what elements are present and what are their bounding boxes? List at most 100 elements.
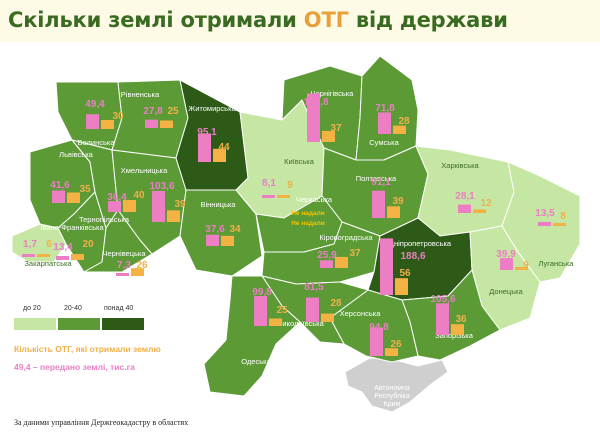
otg-bar-21 bbox=[321, 313, 334, 322]
area-value-poltavska-main: 91,1 bbox=[371, 177, 391, 188]
otg-value-sumska: 28 bbox=[398, 116, 410, 127]
region-names: Волинська Рівненська Житомирська Чернігі… bbox=[24, 89, 574, 366]
otg-bar-6 bbox=[473, 209, 486, 213]
area-value-zaporizka: 105,6 bbox=[430, 294, 455, 305]
area-bar-7 bbox=[538, 221, 551, 226]
legend-label-low: до 20 bbox=[23, 305, 41, 312]
legend-area-label: 49,4 – передано землі, тис.га bbox=[14, 362, 135, 372]
otg-value-ternopilska: 40 bbox=[133, 190, 145, 201]
area-value-sumska: 71,8 bbox=[375, 103, 395, 114]
region-name-dnipropetrovska: Дніпропетровська bbox=[389, 239, 452, 248]
area-value-vinnytska: 37,6 bbox=[205, 224, 225, 235]
area-value-odeska: 99,8 bbox=[252, 287, 272, 298]
area-value-zhytomyrska: 95,1 bbox=[197, 127, 217, 138]
area-bar-16 bbox=[116, 273, 129, 276]
region-name-kirovohradska: Кіровоградська bbox=[319, 233, 373, 242]
legend-swatch-high bbox=[102, 318, 144, 330]
otg-value-chernivetska: 26 bbox=[136, 260, 148, 271]
area-value-kyivska: 8,1 bbox=[262, 178, 276, 189]
otg-value-kyivska: 9 bbox=[287, 180, 293, 191]
legend: до 20 20-40 понад 40 Кількість ОТГ, які … bbox=[14, 305, 161, 372]
otg-bar-13 bbox=[387, 206, 400, 218]
otg-value-vinnytska: 34 bbox=[229, 224, 241, 235]
area-bar-23 bbox=[436, 303, 449, 335]
area-bar-3 bbox=[307, 93, 320, 142]
region-name-rivnenska: Рівненська bbox=[121, 90, 160, 99]
otg-bar-11 bbox=[221, 235, 234, 246]
otg-bar-14 bbox=[37, 254, 50, 257]
area-value-kharkivska: 28,1 bbox=[455, 191, 475, 202]
otg-bar-16 bbox=[131, 268, 144, 276]
region-name-lvivska: Львівська bbox=[59, 150, 93, 159]
otg-value-zakarpatska: 6 bbox=[46, 239, 52, 250]
region-name-ivano-frankivska: Івано-Франківська bbox=[40, 223, 104, 232]
area-value-mykolaivska: 81,5 bbox=[304, 282, 324, 293]
region-name-chernihivska: Чернігівська bbox=[311, 89, 355, 98]
region-name-chernivetska: Чернівецька bbox=[102, 249, 146, 258]
otg-value-poltavska: 39 bbox=[392, 196, 404, 207]
region-name-zaporizka: Запорізька bbox=[435, 331, 474, 340]
otg-value-chernihivska: 37 bbox=[330, 123, 342, 134]
region-name-ternopilska: Тернопільська bbox=[79, 215, 130, 224]
title-part-2: від держави bbox=[348, 8, 508, 32]
area-value-donetska: 39,9 bbox=[496, 249, 516, 260]
area-bar-11 bbox=[206, 234, 219, 246]
otg-bar-22 bbox=[385, 348, 398, 356]
region-name-volynska: Волинська bbox=[78, 138, 116, 147]
area-value-ivano-frankivska: 13,4 bbox=[53, 242, 73, 253]
map-title: Скільки землі отримали ОТГ від держави bbox=[8, 8, 508, 32]
source-note: За даними управління Держгеокадастру в о… bbox=[14, 418, 189, 427]
otg-value-khmelnytska: 39 bbox=[174, 199, 186, 210]
otg-value-ivano-frankivska: 20 bbox=[82, 239, 94, 250]
region-name-vinnytska: Вінницька bbox=[201, 200, 237, 209]
otg-bar-18 bbox=[395, 278, 408, 295]
region-name-sumska: Сумська bbox=[369, 138, 399, 147]
area-bar-1 bbox=[145, 119, 158, 128]
otg-value-volynska: 30 bbox=[112, 111, 124, 122]
region-name-zhytomyrska: Житомирська bbox=[188, 104, 236, 113]
area-bar-17 bbox=[320, 260, 333, 268]
area-value-zakarpatska: 1,7 bbox=[23, 239, 37, 250]
area-value-volynska: 49,4 bbox=[85, 99, 105, 110]
area-value-luhanska: 13,5 bbox=[535, 208, 555, 219]
otg-bar-8 bbox=[67, 192, 80, 203]
region-name-poltavska: Полтавська bbox=[356, 174, 397, 183]
area-value-dnipropetrovska: 188,6 bbox=[400, 251, 425, 262]
legend-label-high: понад 40 bbox=[104, 305, 133, 312]
otg-bar-3 bbox=[322, 130, 335, 142]
region-name-odeska: Одеська bbox=[241, 357, 271, 366]
legend-swatch-low bbox=[14, 318, 56, 330]
area-bar-4 bbox=[378, 112, 391, 134]
region-name-donetska: Донецька bbox=[489, 287, 523, 296]
otg-bar-10 bbox=[167, 210, 180, 222]
otg-bar-19 bbox=[515, 267, 528, 270]
otg-value-khersonska: 26 bbox=[390, 339, 402, 350]
region-name-kyivska: Київська bbox=[284, 157, 315, 166]
area-bar-6 bbox=[458, 204, 471, 213]
area-value-khersonska: 94,8 bbox=[369, 322, 389, 333]
area-bar-21 bbox=[306, 297, 319, 322]
region-name-khmelnytska: Хмельницька bbox=[121, 166, 168, 175]
otg-value-donetska: 9 bbox=[523, 260, 529, 271]
otg-bar-0 bbox=[101, 120, 114, 129]
area-bar-9 bbox=[108, 201, 121, 212]
otg-bar-7 bbox=[553, 223, 566, 226]
otg-value-rivnenska: 25 bbox=[167, 106, 179, 117]
region-name-zakarpatska: Закарпатська bbox=[24, 259, 72, 268]
otg-value-zaporizka: 36 bbox=[455, 314, 467, 325]
no-data-area-cherkaska: Не надали bbox=[291, 210, 325, 217]
otg-value-lvivska: 35 bbox=[79, 184, 91, 195]
area-value-rivnenska: 27,8 bbox=[143, 106, 163, 117]
region-name-mykolaivska: Миколаївська bbox=[276, 319, 324, 328]
region-name-kharkivska: Харківська bbox=[441, 161, 479, 170]
otg-value-odeska: 25 bbox=[276, 305, 288, 316]
area-bar-20 bbox=[254, 296, 267, 326]
area-bar-2 bbox=[198, 133, 211, 162]
region-name-luhanska: Луганська bbox=[539, 259, 575, 268]
area-bar-18 bbox=[380, 238, 393, 295]
area-bar-8 bbox=[52, 190, 65, 203]
otg-bar-15 bbox=[71, 254, 84, 260]
crimea-label: Автономна Республіка Крим bbox=[374, 385, 410, 408]
otg-bar-23 bbox=[451, 324, 464, 335]
